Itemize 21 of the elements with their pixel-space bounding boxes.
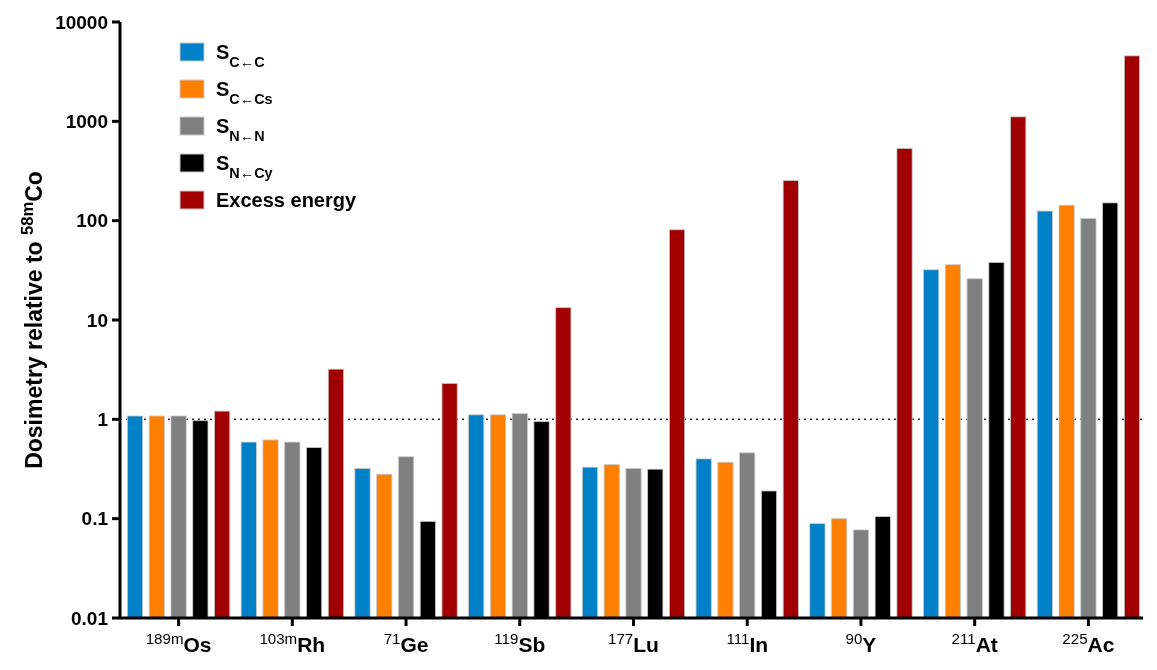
x-tick-label: $^{211}$At [951, 629, 998, 656]
x-tick-label: $^{119}$Sb [494, 629, 546, 656]
x-tick-label: $^{71}$Ge [383, 629, 429, 656]
y-tick-label: 0.01 [71, 607, 109, 629]
legend-label: S$_{N←N}$ [216, 115, 265, 144]
legend-label: S$_{N←Cy}$ [216, 152, 273, 181]
x-tick-label: $^{225}$Ac [1062, 629, 1115, 656]
x-tick-label: $^{111}$In [726, 629, 769, 656]
legend-label: Excess energy [216, 189, 357, 211]
y-tick-label: 10 [86, 309, 108, 331]
x-tick-label: $^{90}$Y [845, 629, 877, 656]
y-tick-label: 10000 [55, 11, 108, 33]
y-tick-label: 0.1 [81, 508, 109, 530]
legend-label: S$_{C←C}$ [216, 41, 265, 70]
x-tick-label: $^{177}$Lu [608, 629, 659, 656]
y-tick-label: 100 [76, 210, 108, 232]
y-tick-label: 1 [97, 408, 109, 430]
x-tick-label: $^{189m}$Os [145, 629, 212, 656]
y-tick-label: 1000 [65, 110, 108, 132]
x-tick-label: $^{103m}$Rh [259, 629, 326, 656]
legend-label: S$_{C←Cs}$ [216, 78, 273, 107]
